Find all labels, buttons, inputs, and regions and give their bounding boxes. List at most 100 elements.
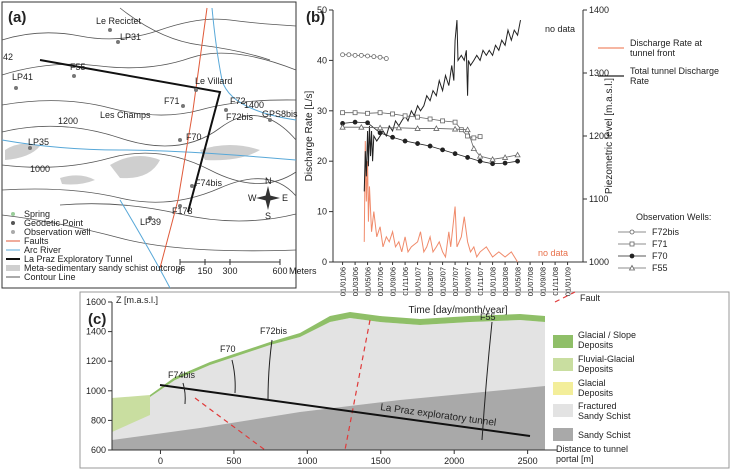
series-line: [363, 141, 519, 263]
marker: [365, 120, 370, 126]
y2-tick-label: 1400: [589, 5, 609, 15]
faults: [194, 291, 576, 451]
x-tick-label: 01/05/07: [439, 267, 448, 296]
contour-label: 1000: [30, 164, 50, 174]
wells: [182, 321, 493, 441]
legend-label: F55: [652, 263, 668, 273]
place-label: F55: [70, 62, 86, 72]
marker: [628, 264, 636, 271]
well-label: F55: [480, 312, 496, 322]
marker: [339, 123, 346, 130]
x-tick-label: 1000: [297, 456, 317, 466]
marker: [352, 52, 358, 58]
place-label: LP41: [12, 72, 33, 82]
section-legend: [553, 335, 573, 441]
marker: [390, 134, 395, 140]
marker: [502, 160, 508, 166]
x-tick-label: 1500: [371, 456, 391, 466]
legend-label: Arc River: [24, 245, 61, 255]
legend-label: Discharge Rate at tunnel front: [630, 38, 703, 58]
rivers: [1, 7, 297, 289]
x-tick-label: 01/01/06: [339, 267, 348, 296]
y-tick-label: 30: [317, 106, 327, 116]
marker: [451, 125, 459, 132]
sandy-schist: [112, 386, 545, 450]
x-tick-label: 0: [158, 456, 163, 466]
legend-label: Meta-sedimentary sandy schist outcrops: [24, 263, 186, 273]
legend-label: Fractured Sandy Schist: [578, 401, 631, 421]
well-label: F72bis: [260, 326, 288, 336]
x-axis-label: Distance to tunnel portal [m]: [556, 444, 629, 464]
x-tick-label: 01/07/07: [451, 267, 460, 296]
marker: [383, 56, 389, 61]
marker: [629, 241, 635, 247]
compass: N E S W: [248, 176, 288, 221]
marker: [340, 110, 345, 116]
annotation: no data: [545, 24, 575, 34]
y-tick-label: 600: [91, 445, 106, 455]
scale-label: 0: [177, 266, 182, 276]
place-label: GPS8bis: [262, 109, 298, 119]
x-tick-label: 01/03/06: [351, 267, 360, 296]
place-label: LP31: [120, 32, 141, 42]
place-label: F72: [230, 96, 246, 106]
series-line: [363, 19, 521, 192]
tunnel: [159, 384, 531, 437]
marker: [470, 145, 478, 151]
marker: [377, 110, 383, 116]
legend-label: Glacial / Slope Deposits: [578, 330, 637, 350]
x-tick-label: 01/01/07: [414, 267, 423, 296]
fluvial-glacial: [112, 395, 150, 432]
marker: [352, 110, 358, 116]
marker: [471, 135, 477, 141]
legend-label: Geodetic Point: [24, 218, 84, 228]
x-tick-label: 01/09/06: [389, 267, 398, 296]
x-tick-label: 2000: [444, 456, 464, 466]
marker: [427, 143, 433, 149]
legend-label: Faults: [24, 236, 49, 246]
place-label: Les Champs: [100, 110, 151, 120]
marker: [365, 53, 370, 59]
y-tick-label: 1600: [86, 297, 106, 307]
marker: [371, 54, 377, 60]
marker: [464, 126, 471, 133]
marker: [514, 151, 521, 158]
place-label: 42: [3, 52, 13, 62]
legend-label: F72bis: [652, 227, 680, 237]
x-tick-label: 01/01/08: [489, 267, 498, 296]
marker: [415, 141, 420, 146]
marker: [477, 134, 483, 140]
legend-label: Total tunnel Discharge Rate: [630, 66, 720, 86]
contours: [1, 7, 297, 252]
y-tick-label: 1400: [86, 327, 106, 337]
y-tick-label: 50: [317, 5, 327, 15]
series-line: [342, 112, 481, 139]
place-label: LP39: [140, 217, 161, 227]
compass-label: W: [248, 193, 257, 203]
y2-tick-label: 1100: [589, 194, 608, 204]
marker: [452, 119, 458, 125]
marker: [489, 155, 496, 162]
y-tick-label: 10: [317, 207, 327, 217]
scale-label: 600: [272, 266, 287, 276]
legend-title: Observation Wells:: [636, 212, 711, 222]
place-label: F70: [186, 132, 202, 142]
marker: [377, 130, 383, 136]
marker: [358, 52, 364, 58]
panel-label: (b): [306, 9, 325, 26]
compass-label: S: [265, 211, 271, 221]
annotation: no data: [538, 248, 568, 258]
well-label: F70: [220, 344, 236, 354]
map-legend: Spring Geodetic Point Observation well F…: [6, 209, 186, 282]
scale-bar: 0 150 300 600 Meters: [177, 259, 317, 276]
x-tick-label: 01/11/06: [401, 267, 410, 296]
x-tick-label: 01/11/07: [476, 267, 485, 296]
y2-tick-label: 1200: [589, 131, 609, 141]
y-axis-label: Discharge Rate [L/s]: [304, 90, 315, 181]
x-tick-label: 01/05/06: [364, 267, 373, 296]
legend-label: Contour Line: [24, 272, 76, 282]
legend-label: F71: [652, 239, 668, 249]
place-label: Le Recictet: [96, 16, 142, 26]
